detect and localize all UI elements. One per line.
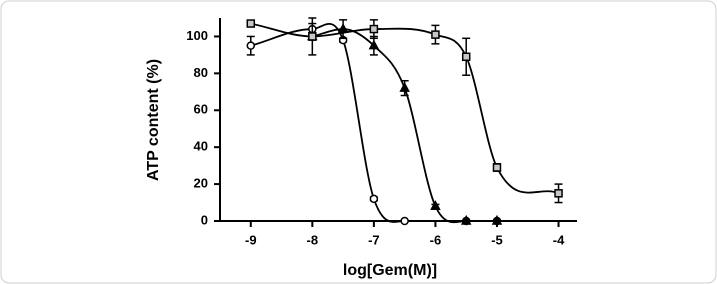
y-axis-label: ATP content (%) — [145, 59, 162, 181]
x-tick-label: -7 — [368, 232, 380, 247]
data-point — [431, 30, 440, 39]
y-tick-label: 80 — [194, 65, 208, 80]
data-point — [492, 163, 502, 172]
data-point — [246, 19, 256, 28]
x-tick-label: -8 — [307, 232, 319, 247]
x-tick-label: -5 — [491, 232, 503, 247]
y-tick-label: 40 — [194, 139, 208, 154]
data-point — [554, 189, 563, 198]
x-tick-label: -6 — [430, 232, 442, 247]
x-axis-label: log[Gem(M)] — [343, 262, 437, 279]
data-point — [460, 214, 472, 225]
data-point — [399, 82, 410, 92]
data-point — [430, 200, 441, 210]
y-tick-label: 100 — [186, 28, 208, 43]
data-point — [461, 52, 471, 62]
data-point — [368, 39, 380, 50]
x-tick-label: -4 — [553, 232, 565, 247]
data-point — [400, 216, 409, 226]
data-point — [246, 41, 256, 50]
y-tick-label: 0 — [201, 212, 208, 227]
x-tick-label: -9 — [245, 232, 257, 247]
data-point — [491, 214, 503, 225]
y-tick-label: 60 — [194, 102, 208, 117]
y-tick-label: 20 — [194, 176, 208, 191]
data-point — [369, 194, 379, 204]
data-point — [369, 24, 379, 34]
data-point — [308, 32, 317, 41]
